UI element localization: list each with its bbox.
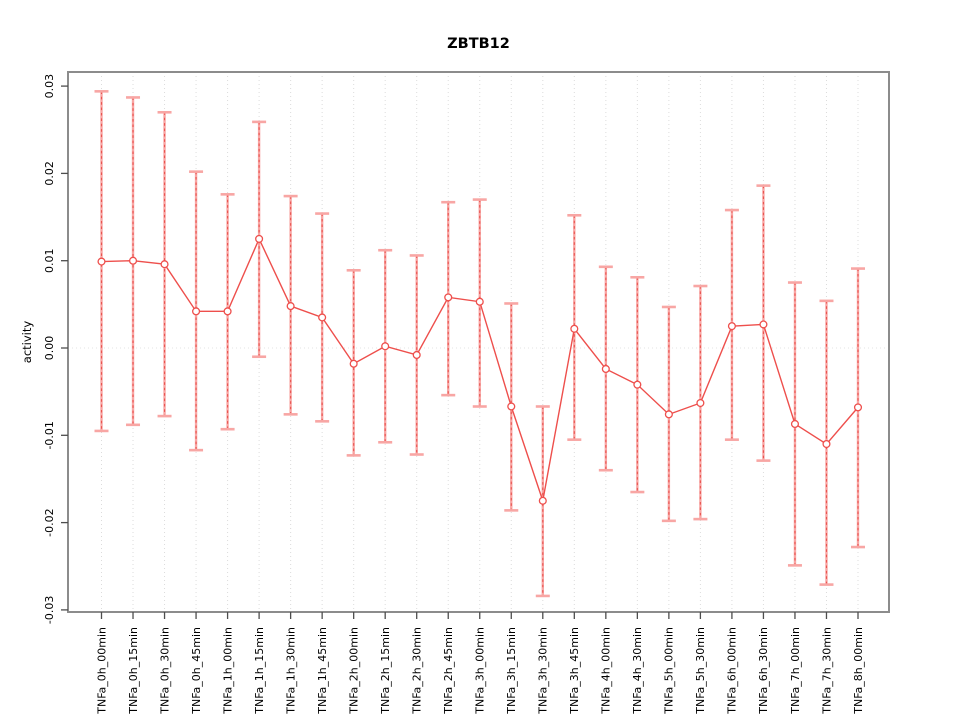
x-tick-label: TNFa_8h_00min [852,627,865,715]
data-point-marker [853,403,863,412]
x-tick-label: TNFa_1h_00min [221,627,234,715]
data-point-marker [727,322,736,331]
y-tick-label: -0.02 [43,508,56,536]
data-point-marker [822,439,831,449]
data-point-marker [570,324,579,333]
x-tick-label: TNFa_3h_45min [568,627,581,715]
x-tick-label: TNFa_6h_30min [757,627,770,715]
x-tick-label: TNFa_4h_00min [600,627,613,715]
x-tick-label: TNFa_0h_45min [190,627,203,715]
chart-title: ZBTB12 [447,36,510,52]
x-tick-label: TNFa_3h_00min [474,627,487,715]
data-point-marker [790,419,800,429]
x-tick-label: TNFa_1h_30min [284,627,297,715]
x-tick-label: TNFa_2h_00min [347,627,360,715]
x-tick-label: TNFa_2h_15min [379,627,392,715]
data-point-marker [97,257,106,266]
x-tick-label: TNFa_0h_00min [95,627,108,715]
data-point-marker [223,307,232,316]
x-tick-label: TNFa_7h_00min [789,627,802,715]
x-tick-label: TNFa_3h_30min [537,627,550,715]
x-tick-label: TNFa_3h_15min [505,627,518,715]
y-tick-label: -0.01 [43,421,56,449]
data-point-marker [538,496,547,505]
data-point-marker [192,307,201,316]
data-point-marker [286,302,295,311]
data-point-marker [412,350,421,360]
x-tick-label: TNFa_2h_30min [411,627,424,715]
x-tick-label: TNFa_1h_45min [316,627,329,715]
y-tick-label: 0.01 [43,248,56,273]
data-point-marker [255,234,264,243]
x-tick-label: TNFa_5h_30min [694,627,707,715]
data-point-marker [381,342,390,351]
data-point-marker [696,398,705,408]
x-tick-label: TNFa_1h_15min [253,627,266,715]
x-tick-label: TNFa_0h_15min [127,627,140,715]
x-tick-label: TNFa_2h_45min [442,627,455,715]
x-tick-label: TNFa_5h_00min [663,627,676,715]
data-point-marker [507,402,516,411]
data-point-marker [318,313,327,322]
data-point-marker [444,293,453,302]
y-tick-label: -0.03 [43,596,56,624]
data-point-marker [128,256,138,265]
x-tick-label: TNFa_4h_30min [631,627,644,715]
y-tick-label: 0.00 [43,336,56,361]
data-point-marker [633,380,642,389]
data-point-marker [759,320,768,329]
plot-box [67,71,890,613]
x-tick-label: TNFa_6h_00min [726,627,739,715]
y-tick-label: 0.03 [43,74,56,99]
data-point-marker [601,364,610,374]
data-point-marker [664,410,673,419]
x-tick-label: TNFa_0h_30min [158,627,171,715]
x-tick-label: TNFa_7h_30min [820,627,833,715]
data-point-marker [349,359,358,368]
data-point-marker [475,297,484,306]
data-point-marker [160,260,169,269]
y-tick-label: 0.02 [43,161,56,186]
